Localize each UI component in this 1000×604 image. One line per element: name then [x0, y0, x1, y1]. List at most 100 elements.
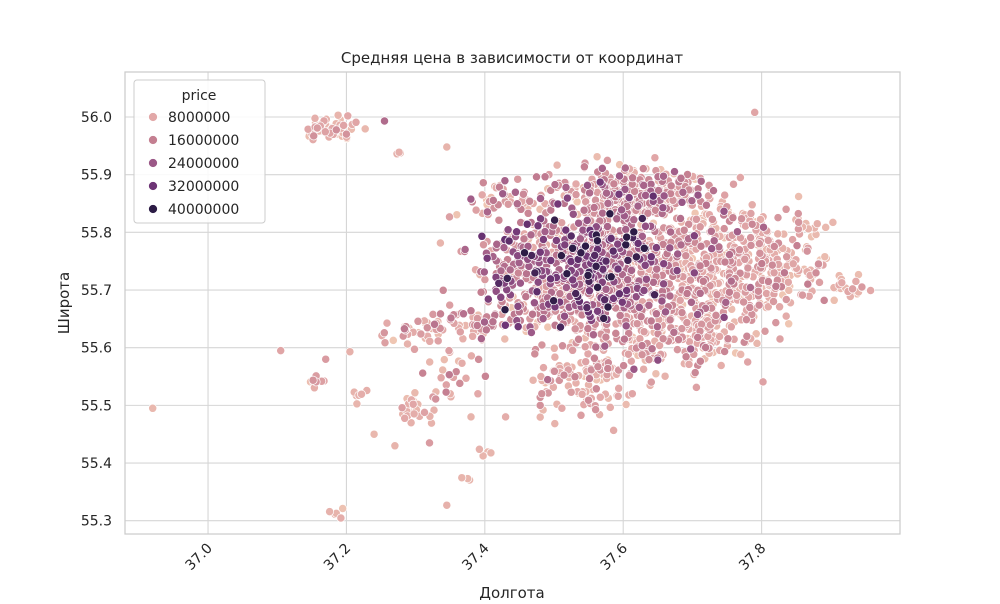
data-point	[620, 163, 630, 173]
data-point	[639, 180, 649, 190]
data-point	[633, 201, 643, 211]
data-point	[590, 250, 600, 260]
data-point	[707, 244, 717, 254]
data-point	[496, 292, 506, 302]
data-point	[494, 215, 504, 225]
data-point	[585, 188, 595, 198]
data-point	[459, 309, 468, 319]
data-point	[339, 120, 349, 130]
data-point	[580, 342, 590, 352]
data-point	[455, 327, 465, 337]
data-point	[325, 507, 335, 517]
data-point	[775, 302, 785, 312]
data-point	[321, 354, 331, 364]
data-point	[615, 171, 624, 181]
data-point	[788, 235, 798, 245]
data-point	[784, 319, 794, 329]
data-point	[631, 292, 641, 302]
data-point	[637, 214, 647, 223]
data-point	[488, 195, 498, 205]
x-tick-label: 37.0	[183, 541, 216, 574]
data-point	[753, 286, 763, 296]
data-point	[595, 392, 605, 402]
data-point	[681, 251, 691, 261]
data-point	[640, 260, 650, 270]
data-point	[627, 389, 637, 399]
data-point	[579, 205, 589, 215]
data-point	[651, 369, 661, 379]
data-point	[757, 259, 767, 269]
data-point	[623, 255, 633, 265]
data-point	[338, 504, 348, 513]
data-point	[528, 375, 538, 385]
data-point	[621, 240, 631, 250]
data-point	[674, 335, 684, 345]
data-point	[682, 289, 692, 298]
data-point	[621, 321, 631, 331]
data-point	[466, 194, 476, 204]
legend-marker	[148, 112, 158, 122]
data-point	[820, 252, 830, 262]
data-point	[676, 173, 686, 183]
data-point	[628, 173, 638, 183]
legend-frame	[133, 79, 266, 224]
data-point	[690, 368, 700, 378]
data-point	[444, 346, 454, 356]
data-point	[689, 231, 699, 241]
data-point	[550, 352, 560, 362]
data-points	[148, 107, 876, 523]
data-point	[696, 176, 706, 186]
data-point	[553, 199, 563, 209]
data-point	[802, 246, 812, 256]
data-point	[399, 324, 409, 334]
data-point	[444, 370, 454, 380]
data-point	[529, 298, 539, 308]
data-point	[477, 190, 487, 200]
data-point	[593, 306, 603, 316]
data-point	[585, 374, 594, 384]
data-point	[403, 339, 412, 349]
data-point	[380, 116, 389, 126]
data-point	[687, 196, 697, 206]
data-point	[466, 306, 476, 316]
data-point	[691, 382, 701, 392]
data-point	[758, 377, 768, 387]
data-point	[686, 275, 695, 285]
data-point	[724, 287, 734, 297]
y-tick-label: 55.6	[81, 341, 112, 357]
data-point	[695, 356, 705, 366]
data-point	[857, 282, 867, 292]
data-point	[712, 290, 722, 300]
data-point	[593, 282, 603, 292]
data-point	[581, 197, 591, 207]
data-point	[732, 227, 742, 237]
data-point	[566, 231, 576, 241]
data-point	[535, 247, 545, 257]
data-point	[695, 288, 705, 298]
data-point	[556, 251, 566, 261]
data-point	[693, 190, 703, 200]
data-point	[439, 355, 449, 365]
data-point	[725, 250, 734, 260]
data-point	[781, 295, 791, 304]
data-point	[595, 177, 605, 187]
data-point	[418, 368, 428, 378]
data-point	[637, 350, 647, 360]
data-point	[561, 182, 571, 192]
data-point	[621, 400, 631, 409]
data-point	[811, 268, 821, 278]
y-tick-label: 55.8	[81, 225, 112, 241]
data-point	[698, 276, 708, 286]
data-point	[312, 123, 322, 133]
data-point	[466, 351, 476, 361]
data-point	[676, 240, 686, 250]
data-point	[352, 399, 362, 409]
data-point	[526, 230, 536, 240]
data-point	[549, 296, 559, 306]
data-point	[676, 214, 685, 223]
data-point	[746, 233, 756, 243]
data-point	[536, 194, 545, 203]
data-point	[653, 355, 663, 365]
data-point	[310, 113, 320, 123]
data-point	[798, 290, 807, 300]
